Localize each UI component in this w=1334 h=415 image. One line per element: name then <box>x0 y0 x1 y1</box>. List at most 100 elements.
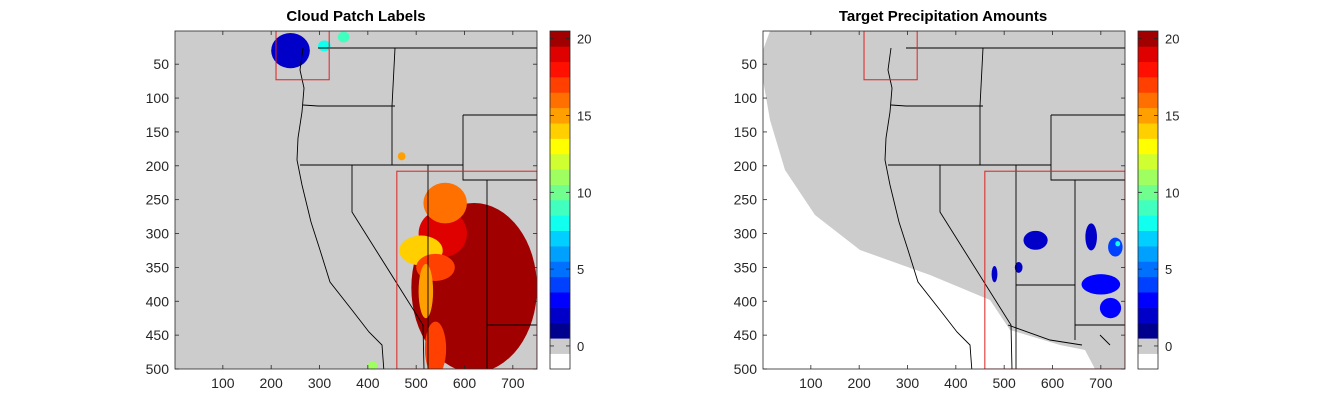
chart-title: Target Precipitation Amounts <box>839 8 1047 25</box>
y-tick-label: 100 <box>146 90 170 106</box>
colorbar-segment <box>550 184 570 201</box>
cloud-patch <box>271 33 310 69</box>
colorbar-segment <box>1138 276 1158 293</box>
state-borders <box>884 47 1125 369</box>
colorbar-frame <box>1137 30 1159 370</box>
colorbar-segment <box>550 107 570 124</box>
colorbar-tick-label: 10 <box>577 185 591 200</box>
colorbar-segment <box>550 123 570 139</box>
colorbar-segment <box>550 276 570 293</box>
colorbar-tick-label: 0 <box>577 339 584 354</box>
x-tick-label: 500 <box>404 375 428 391</box>
colorbar-segment <box>550 246 570 262</box>
cloud-patch <box>1115 240 1121 247</box>
x-tick-label: 100 <box>799 375 823 391</box>
y-tick-label: 250 <box>734 192 758 208</box>
state-borders <box>296 47 537 369</box>
x-tick-label: 600 <box>1041 375 1065 391</box>
region-box <box>984 170 1125 369</box>
colorbar-segment <box>1138 153 1158 170</box>
y-tick-label: 300 <box>146 226 170 242</box>
coastline <box>884 47 973 369</box>
colorbar-segment <box>550 338 570 354</box>
colorbar-segment <box>1138 46 1158 63</box>
colorbar-tick-label: 10 <box>1165 185 1179 200</box>
colorbar-segment <box>1138 338 1158 354</box>
colorbar-segment <box>1138 123 1158 139</box>
colorbar-segment <box>1138 261 1158 278</box>
y-tick-label: 400 <box>734 293 758 309</box>
colorbar-segment <box>550 215 570 232</box>
cloud-patch <box>1099 297 1122 319</box>
y-tick-label: 150 <box>146 124 170 140</box>
colorbar-segment <box>550 230 570 247</box>
y-tick-label: 350 <box>146 259 170 275</box>
cloud-patch <box>337 31 350 43</box>
colorbar-segment <box>1138 353 1158 370</box>
colorbar-segment <box>550 46 570 63</box>
target-precipitation-panel: Target Precipitation Amounts <box>734 8 1180 391</box>
colorbar-segment <box>550 353 570 370</box>
y-tick-label: 500 <box>146 361 170 377</box>
colorbar-tick-label: 20 <box>577 32 591 47</box>
cloud-patch <box>1081 274 1121 295</box>
domain-mask <box>763 31 1125 369</box>
colorbar: 0 5 10 15 20 <box>1137 30 1179 370</box>
y-tick-label: 450 <box>734 327 758 343</box>
colorbar-segment <box>550 292 570 308</box>
x-tick-label: 300 <box>308 375 332 391</box>
colorbar-tick-label: 15 <box>1165 109 1179 124</box>
cloud-patch <box>1014 261 1023 273</box>
cloud-patch <box>318 40 331 52</box>
colorbar-segment <box>550 31 570 47</box>
colorbar-segment <box>1138 200 1158 216</box>
y-tick-label: 50 <box>153 56 169 72</box>
y-tick-label: 450 <box>146 327 170 343</box>
colorbar-segment <box>550 322 570 339</box>
colorbar-segment <box>550 153 570 170</box>
colorbar-segment <box>1138 107 1158 124</box>
colorbar-segment <box>1138 184 1158 201</box>
colorbar-segment <box>1138 77 1158 93</box>
cloud-patch <box>1085 223 1097 251</box>
x-tick-label: 700 <box>1089 375 1113 391</box>
colorbar-segment <box>1138 322 1158 339</box>
colorbar-segment <box>1138 292 1158 308</box>
plot-area: 100 200 300 400 500 600 700 50 100 150 200 250 300 3… <box>734 30 1126 391</box>
x-tick-label: 700 <box>501 375 525 391</box>
y-tick-label: 100 <box>734 90 758 106</box>
colorbar-segment <box>550 169 570 185</box>
y-tick-label: 250 <box>146 192 170 208</box>
y-tick-label: 500 <box>734 361 758 377</box>
colorbar-tick-label: 5 <box>577 262 584 277</box>
x-tick-label: 400 <box>356 375 380 391</box>
colorbar-tick-label: 20 <box>1165 32 1179 47</box>
colorbar-segment <box>1138 31 1158 47</box>
colorbar-segment <box>550 92 570 109</box>
cloud-patch <box>423 182 467 224</box>
cloud-patch <box>1023 230 1048 250</box>
x-tick-label: 400 <box>944 375 968 391</box>
y-tick-label: 200 <box>146 158 170 174</box>
colorbar-segment <box>550 200 570 216</box>
colorbar-segment <box>1138 230 1158 247</box>
x-tick-label: 100 <box>211 375 235 391</box>
y-tick-label: 150 <box>734 124 758 140</box>
colorbar-segment <box>550 61 570 78</box>
cloud-patch <box>418 264 434 319</box>
x-tick-label: 200 <box>847 375 871 391</box>
cloud-patch <box>1108 237 1123 257</box>
colorbar-tick-label: 15 <box>577 109 591 124</box>
colorbar-segment <box>1138 61 1158 78</box>
cloud-patch-labels-panel: Cloud Patch Labels 100 200 300 40 <box>146 8 592 391</box>
x-tick-label: 200 <box>259 375 283 391</box>
colorbar: 0 5 10 15 20 <box>549 30 591 370</box>
colorbar-segment <box>1138 246 1158 262</box>
x-tick-label: 300 <box>896 375 920 391</box>
region-box <box>396 170 537 369</box>
cloud-patch <box>424 321 447 369</box>
colorbar-segment <box>1138 169 1158 185</box>
chart-title: Cloud Patch Labels <box>286 8 425 25</box>
plot-area: 100 200 300 400 500 600 700 50 100 150 200 250 300 3… <box>146 30 538 391</box>
